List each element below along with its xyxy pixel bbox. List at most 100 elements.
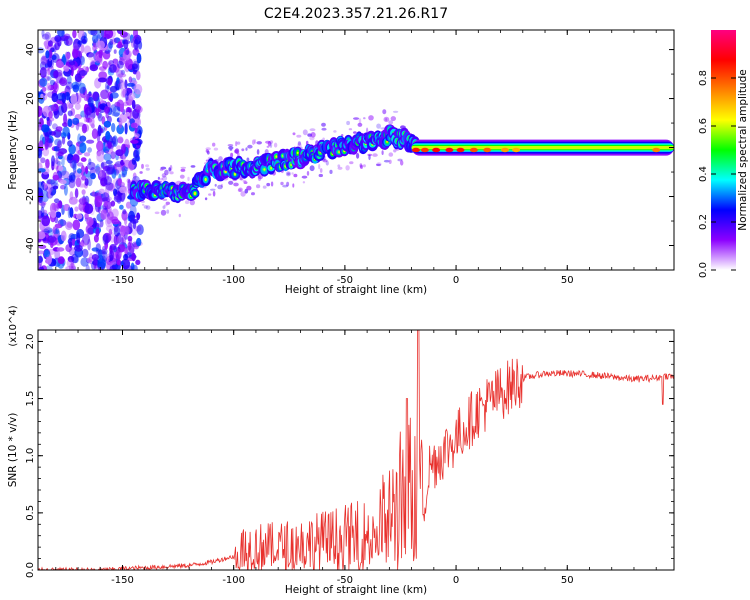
noise-blob [63, 65, 70, 72]
noise-blob [111, 168, 117, 179]
halo-blob [145, 205, 151, 210]
halo-blob [380, 127, 386, 130]
halo-blob [393, 149, 397, 153]
halo-blob [139, 171, 143, 174]
halo-blob [368, 154, 371, 161]
halo-blob [337, 166, 343, 170]
halo-blob [161, 173, 167, 178]
halo-blob [353, 131, 357, 134]
noise-blob [87, 147, 92, 153]
halo-blob [190, 165, 196, 168]
halo-blob [238, 187, 243, 192]
halo-blob [180, 166, 187, 169]
noise-blob [60, 170, 70, 179]
noise-blob [57, 151, 64, 156]
noise-blob [101, 245, 106, 255]
noise-blob [127, 241, 132, 251]
noise-blob [132, 108, 140, 119]
halo-blob [382, 109, 387, 115]
noise-blob [48, 49, 53, 59]
colorbar: 0.0 0.2 0.4 0.6 0.8 Normalized spectral ampl… [698, 30, 749, 278]
noise-blob [41, 190, 50, 203]
x-tick-label: -150 [111, 575, 134, 586]
noise-blob [39, 265, 44, 270]
noise-blob [107, 78, 113, 86]
noise-blob [67, 118, 73, 128]
x-tick-label: -150 [111, 275, 134, 286]
halo-blob [162, 205, 166, 209]
noise-blob [97, 77, 107, 83]
noise-blob [136, 70, 141, 81]
halo-blob [213, 147, 219, 151]
noise-blob [54, 216, 59, 224]
noise-blob [134, 133, 140, 138]
noise-blob [125, 201, 132, 209]
noise-blob [98, 49, 103, 59]
noise-blob [62, 126, 70, 137]
noise-blob [41, 30, 45, 37]
halo-blob [262, 185, 267, 189]
noise-blob [42, 226, 50, 232]
noise-blob [52, 123, 58, 130]
halo-blob [143, 205, 148, 209]
halo-blob [310, 132, 316, 138]
noise-blob [133, 30, 138, 40]
noise-blob [65, 221, 73, 231]
halo-blob [253, 139, 256, 144]
noise-blob [119, 204, 124, 210]
noise-blob [97, 258, 107, 269]
noise-blob [56, 144, 61, 152]
noise-blob [88, 96, 94, 108]
noise-blob [38, 266, 45, 270]
noise-blob [69, 263, 76, 270]
halo-blob [244, 188, 249, 194]
noise-blob [121, 258, 131, 270]
noise-blob [124, 79, 128, 90]
noise-blob [122, 88, 127, 98]
carrier-hotspot [469, 147, 478, 153]
halo-blob [154, 211, 160, 215]
noise-blob [96, 30, 105, 39]
noise-blob [40, 124, 50, 133]
noise-blob [111, 112, 120, 117]
noise-blob [109, 250, 115, 261]
noise-blob [69, 207, 74, 218]
spectrogram-frame [37, 29, 675, 271]
spectrogram-x-axis-label: Height of straight line (km) [285, 284, 427, 296]
x-tick-label: -100 [222, 275, 245, 286]
carrier-hotspot [445, 147, 454, 153]
halo-blob [269, 140, 274, 144]
noise-blob [42, 86, 47, 92]
noise-blob [59, 179, 67, 185]
snr-panel: -150 -100 -50 0 50 0.0 0.5 1.0 1.5 2.0 Height of … [7, 305, 675, 596]
noise-blob [44, 139, 48, 151]
noise-blob [74, 188, 79, 199]
noise-blob [122, 32, 131, 41]
noise-blob [109, 265, 117, 270]
noise-blob [74, 244, 83, 252]
noise-blob [77, 133, 82, 145]
spectrogram-panel: -150 -100 -50 0 50 -40 -20 0 20 40 Height of stra… [7, 29, 675, 296]
noise-blob [103, 153, 112, 162]
noise-blob [81, 189, 86, 195]
noise-blob [95, 108, 100, 116]
carrier-hotspot [420, 147, 429, 153]
y-tick-label: -20 [25, 188, 36, 204]
halo-blob [245, 147, 248, 151]
y-tick-label: 0.5 [25, 505, 36, 521]
noise-blob [66, 75, 72, 84]
noise-blob [135, 225, 142, 232]
noise-blob [63, 33, 71, 39]
halo-blob [368, 115, 374, 121]
halo-blob [160, 209, 167, 216]
noise-blob [56, 161, 62, 166]
noise-blob [86, 139, 95, 144]
noise-blob [122, 225, 130, 236]
noise-blob [41, 215, 51, 227]
noise-blob [100, 209, 107, 221]
noise-blob [136, 237, 142, 247]
noise-blob [65, 39, 69, 45]
halo-blob [168, 167, 171, 172]
colorbar-tick-label: 0.6 [698, 118, 709, 134]
x-tick-label: 50 [561, 275, 574, 286]
